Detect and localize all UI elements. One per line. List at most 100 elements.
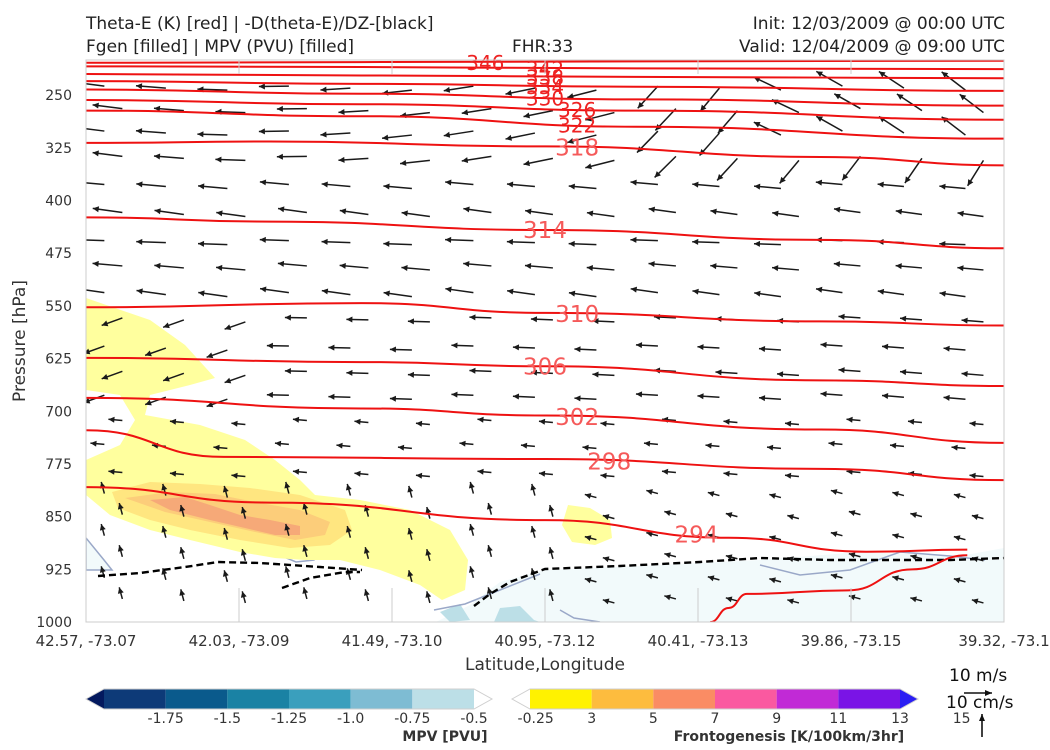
y-tick-label: 250	[45, 88, 72, 104]
wind-arrow	[86, 239, 105, 242]
wind-arrow	[92, 102, 123, 110]
wind-arrow	[215, 156, 246, 163]
wind-arrow	[833, 206, 861, 214]
wind-arrow	[407, 371, 430, 378]
wind-arrow	[339, 262, 369, 269]
wind-arrow	[216, 264, 246, 271]
mpv-fill-left	[86, 536, 114, 571]
wind-arrow	[179, 546, 186, 559]
wind-arrow	[957, 265, 984, 272]
mpv-colorbar-segment	[350, 689, 413, 709]
wind-arrow	[86, 289, 105, 294]
wind-arrow	[820, 391, 843, 398]
theta-e-line-326	[86, 99, 1004, 121]
wind-arrow	[630, 179, 658, 186]
wind-arrow	[899, 315, 922, 322]
wind-arrow	[646, 573, 659, 580]
wind-arrow	[602, 598, 615, 605]
wind-arrow	[769, 493, 782, 499]
wind-arrow	[415, 420, 430, 427]
wind-arrow	[136, 238, 166, 245]
wind-arrow	[723, 470, 738, 477]
wind-arrow	[971, 514, 984, 520]
wind-arrow	[953, 535, 966, 542]
wind-arrow	[477, 416, 492, 423]
wind-arrow	[567, 134, 597, 144]
wind-arrow	[401, 264, 430, 271]
wind-arrow	[957, 210, 984, 218]
fgen-fill-small-blob	[562, 505, 612, 545]
theta-e-label: 314	[523, 218, 567, 244]
wind-arrow	[86, 83, 105, 87]
wind-arrow	[602, 514, 615, 520]
wind-arrow	[425, 548, 432, 561]
y-tick-label: 700	[45, 404, 72, 420]
wind-arrow	[710, 208, 738, 216]
wind-arrow	[274, 440, 289, 447]
wind-arrow	[383, 183, 412, 190]
mpv-fill-right	[436, 548, 1004, 622]
wind-arrow	[284, 523, 291, 536]
wind-arrow	[320, 86, 351, 93]
wind-arrow	[877, 181, 905, 188]
wind-arrow	[568, 290, 597, 298]
wind-arrow	[320, 131, 351, 138]
wind-arrow	[776, 371, 799, 378]
y-tick-label: 775	[45, 457, 72, 473]
wind-arrow	[216, 210, 246, 218]
theta-e-line-314	[86, 216, 1004, 250]
wind-arrow	[959, 93, 984, 114]
wind-arrow	[830, 489, 843, 495]
wind-arrow	[846, 416, 861, 423]
wind-arrow	[224, 374, 246, 384]
theta-e-line-330	[86, 88, 1004, 107]
wind-arrow	[661, 468, 676, 475]
wind-arrow	[692, 238, 720, 245]
wind-arrow	[469, 314, 492, 321]
fgen-colorbar-segment	[900, 689, 918, 709]
wind-arrow	[710, 263, 738, 270]
wind-arrow	[346, 316, 369, 323]
wind-arrow	[338, 156, 369, 163]
wind-arrow	[787, 598, 800, 605]
wind-arrow	[910, 512, 923, 518]
valid-time: Valid: 12/04/2009 @ 09:00 UTC	[739, 37, 1005, 57]
wind-arrow	[828, 440, 843, 447]
wind-arrow	[820, 341, 843, 348]
wind-arrow	[715, 369, 738, 376]
wind-arrow	[692, 288, 720, 296]
wind-arrow	[135, 128, 166, 135]
wind-arrow	[815, 286, 843, 294]
wind-arrow	[771, 265, 799, 272]
theta-e-label: 298	[587, 449, 631, 475]
wind-arrows	[86, 70, 985, 605]
theta-e-line-302	[86, 396, 1004, 444]
wind-arrow	[231, 420, 246, 427]
wind-arrow	[830, 531, 843, 538]
wind-arrow	[523, 109, 554, 119]
wind-arrow	[574, 346, 597, 353]
mpv-colorbar-segment	[104, 689, 166, 709]
fgen-colorbar-tick: 3	[587, 711, 596, 727]
wind-arrow	[86, 345, 105, 355]
wind-arrow	[592, 318, 615, 325]
wind-arrow	[779, 159, 800, 184]
x-tick-label: 41.49, -73.10	[342, 632, 443, 650]
wind-arrow	[328, 393, 351, 400]
fgen-fill-level-4	[150, 497, 300, 535]
wind-arrow	[769, 577, 782, 584]
mpv-colorbar-tick: -0.25	[518, 711, 554, 727]
wind-arrow	[602, 556, 615, 563]
wind-arrow	[206, 349, 228, 359]
init-time: Init: 12/03/2009 @ 00:00 UTC	[752, 14, 1005, 34]
wind-arrow	[169, 418, 184, 425]
wind-arrow	[664, 594, 677, 601]
wind-arrow	[443, 85, 474, 93]
wind-arrow	[530, 483, 537, 496]
wind-arrow	[697, 393, 720, 400]
wind-arrow	[520, 442, 535, 449]
wind-arrow	[643, 440, 658, 447]
fgen-colorbar: 3 5 7 9 11 13 15	[510, 688, 971, 727]
wind-arrow	[530, 525, 537, 538]
wind-arrow	[654, 155, 677, 178]
